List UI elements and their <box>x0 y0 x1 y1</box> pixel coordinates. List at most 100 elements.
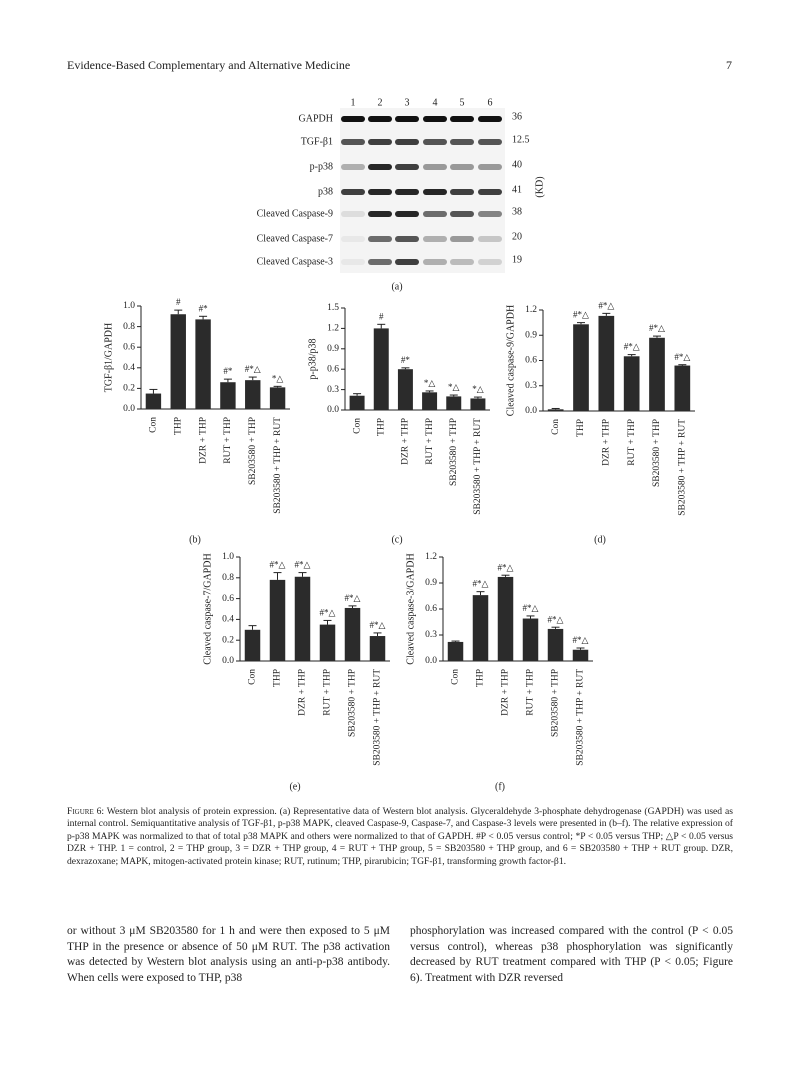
lane-number: 1 <box>351 97 356 108</box>
blot-band <box>341 236 365 242</box>
bar <box>470 398 486 410</box>
caption: Figure 6: Western blot analysis of prote… <box>67 806 733 868</box>
kd-unit: (KD) <box>534 176 545 197</box>
x-tick-label: SB203580 + THP + RUT <box>373 669 383 766</box>
significance-label: #*△ <box>523 603 539 613</box>
x-tick-label: SB203580 + THP + RUT <box>473 418 483 515</box>
blot-band <box>395 189 419 195</box>
blot-band <box>423 164 447 170</box>
x-tick-label: RUT + THP <box>323 669 333 716</box>
lane-number: 3 <box>405 97 410 108</box>
y-tick-label: 0.6 <box>327 364 339 374</box>
x-tick-label: SB203580 + THP <box>652 419 662 487</box>
x-tick-label: THP <box>576 419 586 437</box>
blot-band <box>368 189 392 195</box>
blot-band <box>341 116 365 122</box>
y-tick-label: 0.2 <box>222 635 234 645</box>
bar <box>446 396 462 410</box>
bar <box>623 356 640 411</box>
bar <box>170 314 186 409</box>
x-tick-label: SB203580 + THP + RUT <box>678 419 688 516</box>
bar <box>319 624 336 661</box>
bar <box>244 629 261 661</box>
significance-label: #*△ <box>473 579 489 589</box>
blot-band <box>450 259 474 265</box>
blot-band <box>341 139 365 145</box>
blot-band <box>478 259 502 265</box>
bar <box>573 324 589 411</box>
bar <box>269 579 286 661</box>
bar <box>344 607 361 661</box>
y-tick-label: 0.3 <box>525 381 537 391</box>
kd-label: 38 <box>512 206 522 217</box>
x-tick-label: RUT + THP <box>627 419 637 466</box>
significance-label: # <box>379 311 384 321</box>
panel-label: (c) <box>391 534 402 545</box>
body-column: or without 3 μM SB203580 for 1 h and wer… <box>67 925 390 984</box>
x-tick-label: Con <box>248 669 258 685</box>
significance-label: #*△ <box>295 560 311 570</box>
lane-number: 4 <box>433 97 438 108</box>
significance-label: #*△ <box>370 620 386 630</box>
x-tick-label: Con <box>352 418 362 434</box>
y-axis-label: Cleaved caspase-7/GAPDH <box>202 553 213 664</box>
bar <box>497 576 514 661</box>
blot-row-label: TGF-β1 <box>301 136 333 147</box>
panel-label: (d) <box>594 534 606 545</box>
significance-label: #*△ <box>674 352 690 362</box>
y-axis-label: p-p38/p38 <box>307 338 318 379</box>
bar <box>245 380 261 409</box>
blot-band <box>478 139 502 145</box>
bar <box>472 595 489 661</box>
significance-label: # <box>176 297 181 307</box>
x-tick-label: DZR + THP <box>198 417 208 464</box>
blot-row-label: p-p38 <box>310 161 333 172</box>
bar <box>522 618 539 661</box>
y-tick-label: 0.4 <box>222 615 234 625</box>
blot-row-label: p38 <box>318 186 333 197</box>
bar <box>373 328 389 410</box>
y-tick-label: 0.9 <box>425 578 437 588</box>
blot-band <box>395 139 419 145</box>
y-tick-label: 0.0 <box>222 656 234 666</box>
y-tick-label: 0.4 <box>123 363 135 373</box>
blot-band <box>423 259 447 265</box>
y-tick-label: 1.5 <box>327 303 339 313</box>
significance-label: #* <box>199 303 209 313</box>
blot-band <box>450 164 474 170</box>
significance-label: #*△ <box>573 310 589 320</box>
blot-band <box>395 116 419 122</box>
x-tick-label: DZR + THP <box>298 669 308 716</box>
x-tick-label: SB203580 + THP <box>449 418 459 486</box>
y-tick-label: 0.6 <box>123 342 135 352</box>
y-tick-label: 0.8 <box>222 573 234 583</box>
kd-label: 41 <box>512 184 522 195</box>
bar <box>397 369 413 410</box>
blot-band <box>368 116 392 122</box>
bar <box>220 382 236 409</box>
y-axis-label: Cleaved caspase-3/GAPDH <box>405 553 416 664</box>
y-tick-label: 0.0 <box>525 406 537 416</box>
blot-band <box>395 259 419 265</box>
significance-label: #*△ <box>270 560 286 570</box>
blot-band <box>395 164 419 170</box>
bar <box>547 409 564 411</box>
bar <box>447 641 464 661</box>
blot-band <box>478 116 502 122</box>
blot-band <box>450 211 474 217</box>
panel-label: (b) <box>189 534 201 545</box>
bar <box>547 628 564 661</box>
lane-number: 5 <box>460 97 465 108</box>
kd-label: 36 <box>512 111 522 122</box>
x-tick-label: RUT + THP <box>425 418 435 465</box>
y-tick-label: 0.9 <box>525 330 537 340</box>
significance-label: *△ <box>272 373 284 383</box>
y-tick-label: 1.2 <box>327 324 339 334</box>
bar <box>572 649 589 661</box>
x-tick-label: RUT + THP <box>223 417 233 464</box>
blot-band <box>341 164 365 170</box>
y-tick-label: 0.6 <box>425 604 437 614</box>
x-tick-label: SB203580 + THP + RUT <box>273 417 283 514</box>
blot-band <box>368 139 392 145</box>
